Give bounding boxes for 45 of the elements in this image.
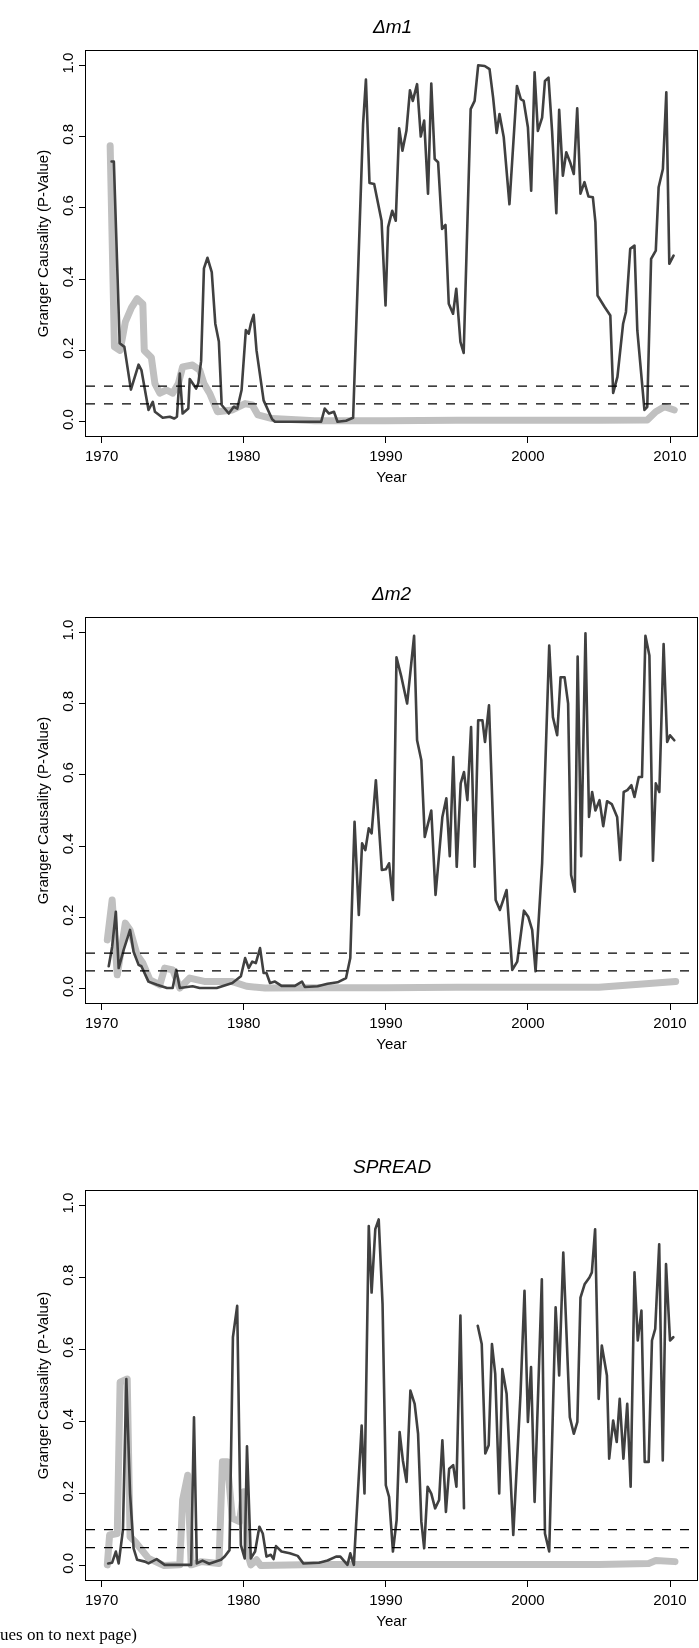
y-tick-label: 0.8	[58, 1264, 76, 1286]
y-tick-label: 0.8	[58, 123, 76, 145]
y-tick-label: 0.0	[58, 1552, 76, 1574]
x-tick-label: 1990	[369, 1014, 403, 1032]
x-tick-label: 2010	[653, 1014, 687, 1032]
x-axis-title: Year	[376, 1035, 407, 1053]
x-tick-label: 1980	[227, 1591, 261, 1609]
y-tick-label: 0.0	[58, 976, 76, 997]
y-axis-title: Granger Causality (P-Value)	[34, 1291, 52, 1480]
x-tick-label: 1970	[84, 1014, 119, 1032]
chart-title: Δm2	[371, 583, 412, 604]
y-tick-label: 0.2	[58, 904, 76, 926]
y-axis-title: Granger Causality (P-Value)	[34, 716, 52, 905]
y-tick-label: 0.6	[58, 762, 76, 784]
y-axis-title: Granger Causality (P-Value)	[34, 149, 52, 338]
x-tick-label: 1990	[369, 447, 403, 465]
x-tick-label: 2000	[511, 1014, 545, 1032]
y-tick-label: 1.0	[58, 619, 76, 641]
x-tick-label: 1980	[227, 1014, 261, 1032]
x-axis-title: Year	[376, 1612, 407, 1630]
chart-title: Δm1	[372, 16, 413, 37]
y-tick-label: 0.4	[58, 266, 76, 288]
y-tick-label: 0.6	[58, 195, 76, 217]
line-series	[110, 63, 675, 424]
x-tick-label: 2010	[653, 447, 687, 465]
y-tick-label: 0.4	[58, 1408, 76, 1430]
x-tick-label: 1970	[84, 1591, 119, 1609]
x-tick-label: 1990	[369, 1591, 403, 1609]
x-tick-label: 2000	[511, 447, 545, 465]
y-tick-label: 1.0	[58, 52, 76, 74]
y-tick-label: 0.0	[58, 409, 76, 430]
x-axis-title: Year	[376, 468, 407, 486]
x-tick-label: 2000	[511, 1591, 545, 1609]
text: ues on to next page)	[0, 1625, 137, 1644]
y-tick-label: 0.4	[58, 833, 76, 855]
y-tick-label: 0.6	[58, 1336, 76, 1358]
y-tick-label: 0.8	[58, 690, 76, 712]
y-tick-label: 0.2	[58, 1480, 76, 1502]
line-series	[107, 632, 676, 990]
x-tick-label: 1970	[84, 447, 119, 465]
chart-title: SPREAD	[353, 1156, 432, 1177]
x-tick-label: 1980	[227, 447, 261, 465]
y-tick-label: 1.0	[58, 1192, 76, 1214]
x-tick-label: 2010	[653, 1591, 687, 1609]
y-tick-label: 0.2	[58, 337, 76, 359]
